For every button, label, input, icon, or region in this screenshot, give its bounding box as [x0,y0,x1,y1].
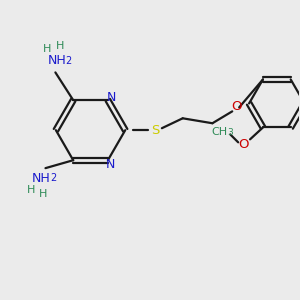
Text: 2: 2 [65,56,71,65]
Text: O: O [238,138,248,151]
Text: H: H [39,189,48,199]
Text: 3: 3 [227,128,233,137]
Text: S: S [151,124,159,137]
Text: NH: NH [32,172,51,184]
Text: CH: CH [211,128,227,137]
Text: H: H [43,44,52,54]
Text: NH: NH [48,54,67,67]
Text: O: O [231,100,242,113]
Text: N: N [106,158,116,171]
Text: H: H [26,185,35,195]
Text: N: N [107,91,116,104]
Text: 2: 2 [50,173,56,183]
Text: H: H [56,41,64,51]
